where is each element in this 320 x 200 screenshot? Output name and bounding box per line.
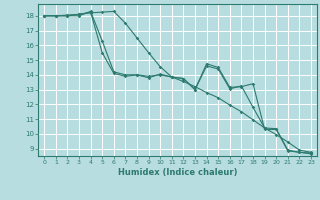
X-axis label: Humidex (Indice chaleur): Humidex (Indice chaleur) — [118, 168, 237, 177]
